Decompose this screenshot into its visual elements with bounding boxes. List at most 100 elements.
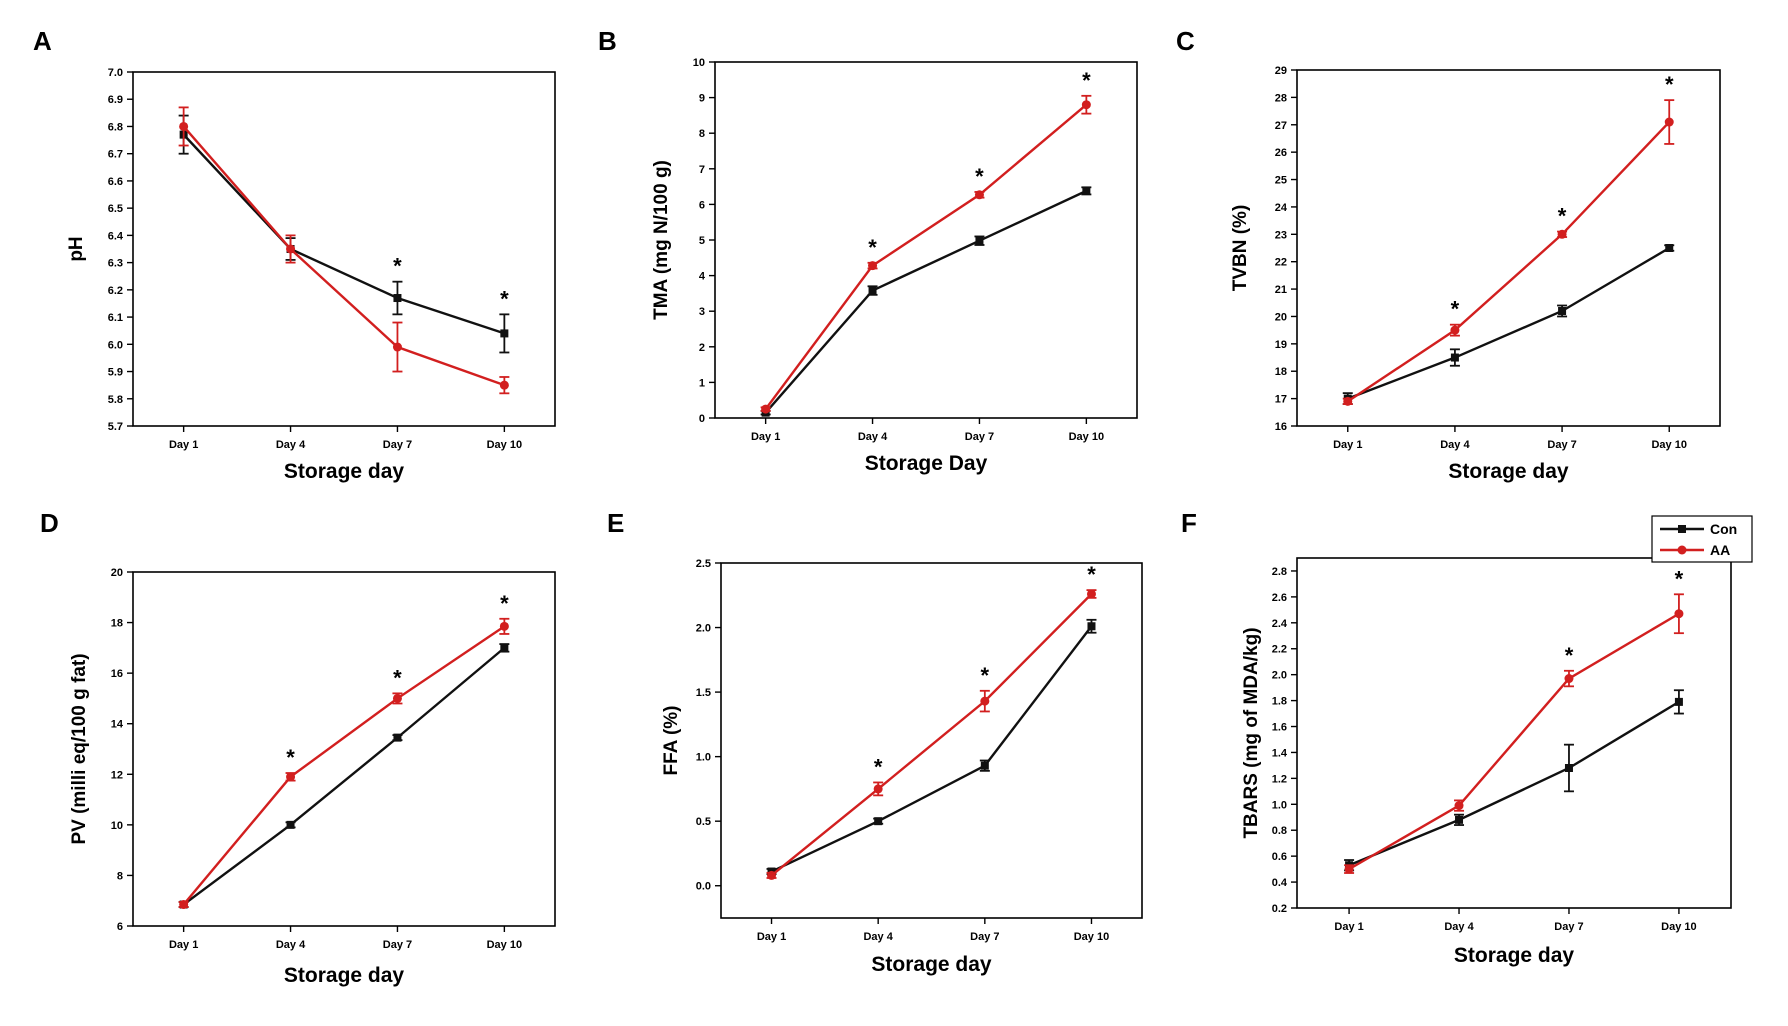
plot-frame — [1296, 69, 1721, 427]
x-tick-label: Day 7 — [383, 939, 412, 951]
data-point — [767, 870, 777, 880]
y-tick-label: 23 — [1275, 229, 1287, 241]
x-tick-label: Day 4 — [276, 939, 306, 951]
significance-mark: * — [981, 663, 990, 688]
chart-panel-f: F 0.2 0.4 0.6 0.8 1.0 1.2 1.4 1.6 1.8 2.0 2.2 2.4 2.6… — [1181, 508, 1753, 967]
data-point — [179, 121, 189, 131]
y-tick-label: 5 — [699, 235, 705, 247]
y-tick-label: 1.6 — [1272, 722, 1287, 734]
significance-mark: * — [393, 254, 402, 279]
panel-letter: F — [1181, 508, 1197, 538]
panel-letter: A — [33, 26, 52, 56]
data-point — [179, 900, 189, 910]
y-tick-label: 2.0 — [696, 623, 711, 635]
y-tick-label: 1.5 — [696, 687, 711, 699]
chart-panel-b: B 0 1 2 3 4 5 6 7 8 9 10 Day 1 Day 4 Day 7 Day 10 Storag… — [598, 26, 1138, 475]
y-tick-label: 7 — [699, 164, 705, 176]
y-tick-label: 0.5 — [696, 816, 711, 828]
data-point — [1344, 864, 1354, 874]
series-line — [1348, 700, 1680, 867]
series-line — [764, 103, 1088, 410]
x-tick-label: Day 1 — [169, 439, 198, 451]
y-tick-label: 6.0 — [108, 339, 123, 351]
y-tick-label: 10 — [111, 820, 123, 832]
y-tick-label: 0.0 — [696, 881, 711, 893]
y-tick-label: 16 — [111, 668, 123, 680]
legend: Con AA — [1651, 515, 1753, 563]
y-tick-label: 27 — [1275, 120, 1287, 132]
x-tick-label: Day 4 — [858, 431, 888, 443]
y-axis-title: FFA (%) — [661, 705, 682, 775]
chart-panel-a: A 5.7 5.8 5.9 6.0 6.1 6.2 6.3 6.4 6.5 6.6 6.7 6.8 6.9… — [33, 26, 556, 483]
y-tick-label: 28 — [1275, 92, 1287, 104]
y-tick-label: 6 — [699, 199, 705, 211]
data-point — [1665, 244, 1674, 252]
y-tick-label: 18 — [1275, 366, 1287, 378]
data-point — [868, 261, 878, 271]
significance-mark: * — [1451, 297, 1460, 322]
series-aa — [178, 617, 510, 910]
data-point — [1087, 622, 1096, 631]
significance-mark: * — [874, 754, 883, 779]
data-point — [1454, 801, 1464, 811]
series-aa — [1342, 99, 1675, 406]
data-point — [500, 329, 509, 338]
y-axis-title: TVBN (%) — [1230, 205, 1251, 292]
significance-mark: * — [1675, 566, 1684, 591]
data-point — [286, 244, 296, 254]
y-tick-label: 4 — [699, 271, 706, 283]
y-axis-title: TBARS (mg of MDA/kg) — [1241, 627, 1262, 838]
chart-panel-e: E 0.0 0.5 1.0 1.5 2.0 2.5 Day 1 Day 4 Day 7 Day 10… — [607, 508, 1143, 976]
data-point — [499, 380, 509, 390]
data-point — [1674, 609, 1684, 619]
y-tick-label: 1.0 — [696, 752, 711, 764]
x-tick-label: Day 1 — [1334, 921, 1363, 933]
x-tick-label: Day 10 — [487, 939, 522, 951]
series-line — [770, 593, 1093, 877]
plot-frame — [132, 71, 556, 427]
data-point — [974, 190, 984, 200]
y-tick-label: 0 — [699, 413, 705, 425]
y-tick-label: 2.5 — [696, 558, 711, 570]
y-tick-label: 22 — [1275, 257, 1287, 269]
data-point — [975, 236, 984, 245]
x-tick-label: Day 10 — [1074, 931, 1109, 943]
y-tick-label: 16 — [1275, 421, 1287, 433]
data-point — [873, 784, 883, 794]
x-tick-label: Day 4 — [1444, 921, 1474, 933]
series-line — [182, 133, 505, 335]
x-axis-title: Storage day — [871, 953, 992, 976]
y-tick-label: 0.8 — [1272, 825, 1287, 837]
legend-label: Con — [1710, 521, 1737, 537]
y-tick-label: 10 — [693, 57, 705, 69]
data-point — [500, 643, 509, 652]
y-tick-label: 2.8 — [1272, 566, 1287, 578]
y-tick-label: 8 — [117, 870, 123, 882]
panel-letter: D — [40, 508, 59, 538]
y-tick-label: 25 — [1275, 175, 1287, 187]
y-tick-label: 1 — [699, 377, 705, 389]
y-tick-label: 17 — [1275, 394, 1287, 406]
y-tick-label: 1.8 — [1272, 696, 1287, 708]
significance-mark: * — [975, 164, 984, 189]
x-tick-label: Day 1 — [169, 939, 198, 951]
y-tick-label: 5.7 — [108, 421, 123, 433]
y-tick-label: 2.2 — [1272, 644, 1287, 656]
data-point — [1450, 353, 1459, 362]
y-tick-label: 2.0 — [1272, 670, 1287, 682]
y-tick-label: 7.0 — [108, 67, 123, 79]
x-tick-label: Day 1 — [757, 931, 786, 943]
y-tick-label: 6.9 — [108, 94, 123, 106]
data-point — [393, 294, 402, 303]
x-axis-title: Storage day — [284, 460, 405, 483]
data-point — [1081, 100, 1091, 110]
y-tick-label: 6.2 — [108, 285, 123, 297]
series-aa — [766, 589, 1097, 880]
y-tick-label: 2.6 — [1272, 592, 1287, 604]
x-tick-label: Day 10 — [1069, 431, 1104, 443]
y-tick-label: 1.0 — [1272, 799, 1287, 811]
plot-frame — [1296, 557, 1732, 909]
series-aa — [760, 94, 1092, 414]
x-tick-label: Day 7 — [1547, 439, 1576, 451]
y-tick-label: 18 — [111, 618, 123, 630]
